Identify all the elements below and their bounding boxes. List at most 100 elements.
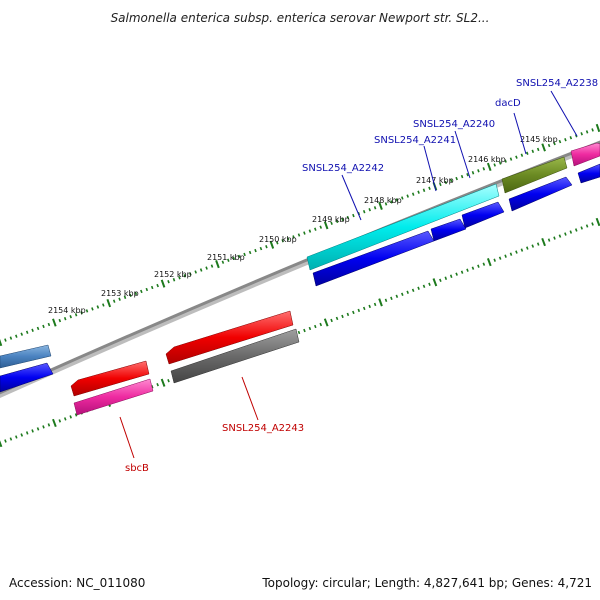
tick-mark: [504, 254, 507, 258]
tick-mark: [194, 270, 197, 274]
tick-mark: [536, 147, 540, 152]
tick-mark: [52, 418, 57, 428]
gene-blue-2[interactable]: [508, 176, 573, 212]
tick-mark: [536, 242, 540, 246]
gene-SNSL254_A2242[interactable]: [312, 230, 435, 287]
gene-sbcB[interactable]: [70, 360, 150, 397]
gene-blue-right[interactable]: [577, 163, 600, 184]
kbp-label: 2151 kbp: [207, 253, 245, 262]
tick-mark: [58, 419, 62, 423]
kbp-label: 2145 kbp: [520, 135, 558, 144]
tick-mark: [292, 235, 295, 239]
tick-mark: [308, 326, 312, 331]
leader-line: [550, 90, 578, 137]
tick-mark: [417, 190, 420, 194]
tick-mark: [341, 217, 344, 222]
tick-mark: [303, 231, 306, 235]
gene-label-sbcB[interactable]: sbcB: [125, 463, 149, 474]
tick-mark: [9, 437, 13, 441]
tick-mark: [531, 149, 535, 154]
tick-mark: [390, 296, 393, 301]
tick-mark: [47, 322, 51, 327]
tick-mark: [150, 285, 154, 290]
tick-mark: [395, 294, 399, 298]
tick-mark: [401, 292, 404, 296]
tick-mark: [569, 230, 573, 234]
tick-mark: [591, 222, 594, 226]
tick-mark: [406, 290, 409, 294]
tick-mark: [63, 417, 67, 421]
tick-mark: [428, 282, 431, 286]
tick-mark: [493, 163, 496, 167]
tick-mark: [123, 295, 127, 299]
gene-steel-left[interactable]: [0, 344, 52, 369]
tick-mark: [541, 143, 546, 152]
tick-mark: [526, 246, 529, 250]
gene-blue-3[interactable]: [461, 201, 505, 229]
tick-mark: [564, 232, 567, 236]
tick-mark: [395, 198, 399, 202]
tick-mark: [378, 298, 383, 307]
tick-mark: [444, 180, 448, 185]
tick-mark: [74, 413, 78, 417]
tick-mark: [477, 264, 480, 268]
gene-SNSL254_A2240[interactable]: [306, 183, 500, 271]
gene-dacD[interactable]: [501, 156, 568, 194]
map-title: Salmonella enterica subsp. enterica sero…: [111, 11, 490, 25]
tick-mark: [390, 200, 393, 204]
tick-mark: [466, 268, 469, 272]
tick-mark: [558, 139, 562, 144]
gene-label-SNSL254_A2242[interactable]: SNSL254_A2242: [302, 163, 384, 174]
tick-mark: [509, 157, 513, 161]
tick-mark: [237, 254, 241, 259]
tick-mark: [346, 215, 350, 220]
tick-mark: [330, 221, 333, 225]
gene-blue-left[interactable]: [0, 362, 54, 393]
tick-mark: [52, 318, 57, 327]
gene-label-dacD[interactable]: dacD: [495, 98, 521, 109]
gene-label-SNSL254_A2238[interactable]: SNSL254_A2238: [516, 78, 598, 89]
tick-mark: [515, 250, 518, 254]
tick-mark: [422, 188, 426, 192]
tick-mark: [0, 440, 3, 448]
gene-red-long[interactable]: [165, 310, 294, 365]
tick-mark: [455, 176, 458, 181]
tick-mark: [477, 169, 480, 173]
tick-mark: [47, 423, 51, 427]
tick-mark: [31, 328, 34, 332]
tick-mark: [25, 431, 29, 435]
tick-mark: [585, 224, 589, 228]
tick-mark: [341, 314, 344, 319]
gene-label-SNSL254_A2240[interactable]: SNSL254_A2240: [413, 119, 495, 130]
tick-mark: [106, 298, 112, 308]
tick-mark: [20, 433, 24, 437]
tick-mark: [455, 272, 458, 276]
tick-mark: [323, 318, 329, 327]
gene-pink-right[interactable]: [570, 142, 600, 167]
gene-label-SNSL254_A2241[interactable]: SNSL254_A2241: [374, 135, 456, 146]
tick-mark: [432, 278, 438, 287]
tick-mark: [36, 427, 40, 431]
tick-mark: [297, 330, 301, 335]
tick-mark: [286, 237, 290, 241]
tick-mark: [406, 194, 409, 198]
tick-mark: [20, 332, 24, 336]
gene-blue-4[interactable]: [430, 218, 467, 242]
tick-mark: [160, 378, 166, 387]
tick-mark: [303, 328, 306, 333]
tick-mark: [428, 186, 431, 190]
tick-mark: [25, 330, 29, 334]
tick-mark: [183, 274, 187, 278]
tick-mark: [15, 435, 18, 439]
gene-SNSL254_A2243[interactable]: [170, 328, 300, 384]
tick-mark: [172, 278, 176, 282]
kbp-label: 2150 kbp: [259, 235, 297, 244]
tick-mark: [275, 241, 279, 245]
gene-pink-lower[interactable]: [73, 378, 154, 416]
gene-label-SNSL254_A2243[interactable]: SNSL254_A2243: [222, 423, 304, 434]
tick-mark: [112, 299, 116, 303]
tick-mark: [585, 130, 589, 134]
leader-line: [341, 174, 362, 221]
topology-text: Topology: circular; Length: 4,827,641 bp…: [261, 576, 592, 590]
tick-mark: [308, 229, 312, 233]
